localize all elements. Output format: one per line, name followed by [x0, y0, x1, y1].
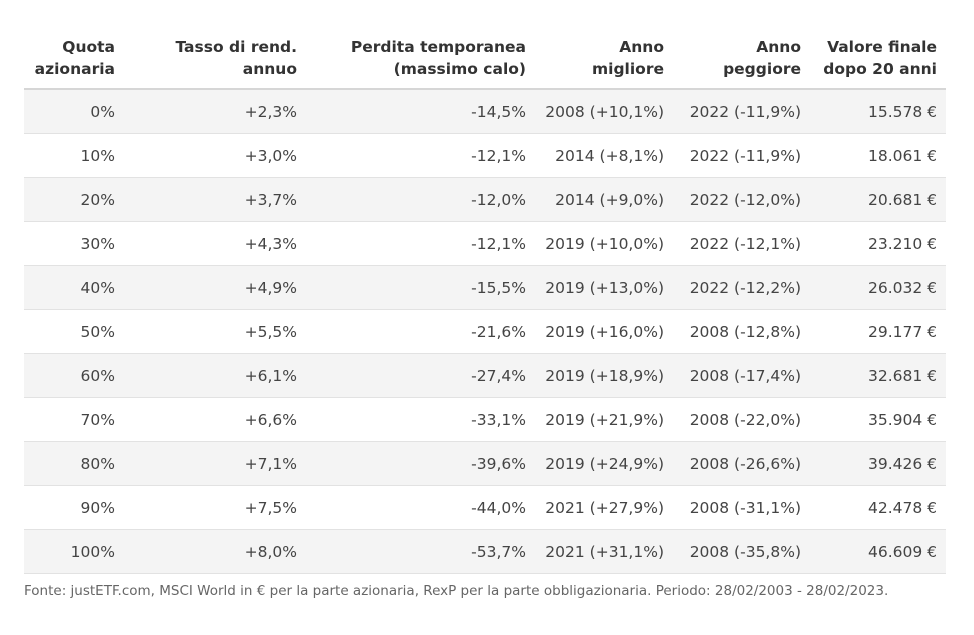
cell-equity-share: 90%	[24, 485, 124, 530]
cell-worst-year: 2022 (-11,9%)	[673, 89, 810, 134]
table-row: 90% +7,5% -44,0% 2021 (+27,9%) 2008 (-31,1%)…	[24, 485, 946, 530]
table-row: 0% +2,3% -14,5% 2008 (+10,1%) 2022 (-11,9%) 1…	[24, 89, 946, 134]
cell-annual-return: +6,1%	[124, 353, 306, 398]
cell-annual-return: +3,0%	[124, 133, 306, 178]
cell-equity-share: 40%	[24, 265, 124, 310]
cell-worst-year: 2022 (-12,2%)	[673, 265, 810, 310]
table-row: 80% +7,1% -39,6% 2019 (+24,9%) 2008 (-26,6%)…	[24, 441, 946, 486]
cell-annual-return: +2,3%	[124, 89, 306, 134]
cell-worst-year: 2008 (-35,8%)	[673, 529, 810, 574]
cell-max-drawdown: -44,0%	[306, 485, 535, 530]
cell-best-year: 2019 (+16,0%)	[535, 309, 673, 354]
cell-max-drawdown: -12,0%	[306, 177, 535, 222]
header-equity-share: Quota azionaria	[24, 28, 124, 90]
cell-final-value: 35.904 €	[810, 397, 946, 442]
cell-best-year: 2019 (+24,9%)	[535, 441, 673, 486]
cell-final-value: 18.061 €	[810, 133, 946, 178]
header-final-value: Valore finale dopo 20 anni	[810, 28, 946, 90]
cell-max-drawdown: -21,6%	[306, 309, 535, 354]
cell-worst-year: 2008 (-31,1%)	[673, 485, 810, 530]
table-row: 70% +6,6% -33,1% 2019 (+21,9%) 2008 (-22,0%)…	[24, 397, 946, 442]
table-header: Quota azionaria Tasso di rend. annuo Perdita…	[24, 28, 946, 90]
cell-worst-year: 2008 (-22,0%)	[673, 397, 810, 442]
table-row: 50% +5,5% -21,6% 2019 (+16,0%) 2008 (-12,8%)…	[24, 309, 946, 354]
cell-best-year: 2019 (+21,9%)	[535, 397, 673, 442]
cell-equity-share: 10%	[24, 133, 124, 178]
allocation-table-container: Quota azionaria Tasso di rend. annuo Perdita…	[24, 28, 946, 574]
header-row: Quota azionaria Tasso di rend. annuo Perdita…	[24, 28, 946, 90]
cell-annual-return: +5,5%	[124, 309, 306, 354]
cell-final-value: 23.210 €	[810, 221, 946, 266]
cell-final-value: 20.681 €	[810, 177, 946, 222]
cell-best-year: 2019 (+18,9%)	[535, 353, 673, 398]
table-row: 30% +4,3% -12,1% 2019 (+10,0%) 2022 (-12,1%)…	[24, 221, 946, 266]
cell-equity-share: 0%	[24, 89, 124, 134]
cell-max-drawdown: -15,5%	[306, 265, 535, 310]
cell-annual-return: +6,6%	[124, 397, 306, 442]
cell-annual-return: +4,9%	[124, 265, 306, 310]
cell-worst-year: 2022 (-12,1%)	[673, 221, 810, 266]
cell-best-year: 2019 (+10,0%)	[535, 221, 673, 266]
table-row: 20% +3,7% -12,0% 2014 (+9,0%) 2022 (-12,0%) 2…	[24, 177, 946, 222]
cell-max-drawdown: -39,6%	[306, 441, 535, 486]
cell-best-year: 2021 (+27,9%)	[535, 485, 673, 530]
cell-final-value: 15.578 €	[810, 89, 946, 134]
cell-equity-share: 60%	[24, 353, 124, 398]
cell-annual-return: +7,1%	[124, 441, 306, 486]
header-worst-year: Anno peggiore	[673, 28, 810, 90]
table-row: 100% +8,0% -53,7% 2021 (+31,1%) 2008 (-35,8%…	[24, 529, 946, 574]
source-footnote: Fonte: justETF.com, MSCI World in € per …	[24, 583, 889, 599]
cell-worst-year: 2022 (-11,9%)	[673, 133, 810, 178]
table-row: 10% +3,0% -12,1% 2014 (+8,1%) 2022 (-11,9%) 1…	[24, 133, 946, 178]
allocation-table: Quota azionaria Tasso di rend. annuo Perdita…	[24, 28, 946, 574]
cell-annual-return: +8,0%	[124, 529, 306, 574]
header-max-drawdown: Perdita temporanea (massimo calo)	[306, 28, 535, 90]
cell-max-drawdown: -12,1%	[306, 133, 535, 178]
cell-final-value: 46.609 €	[810, 529, 946, 574]
cell-best-year: 2014 (+8,1%)	[535, 133, 673, 178]
cell-max-drawdown: -53,7%	[306, 529, 535, 574]
cell-max-drawdown: -12,1%	[306, 221, 535, 266]
cell-best-year: 2021 (+31,1%)	[535, 529, 673, 574]
cell-worst-year: 2022 (-12,0%)	[673, 177, 810, 222]
cell-worst-year: 2008 (-17,4%)	[673, 353, 810, 398]
cell-equity-share: 20%	[24, 177, 124, 222]
table-body: 0% +2,3% -14,5% 2008 (+10,1%) 2022 (-11,9%) 1…	[24, 89, 946, 574]
cell-equity-share: 30%	[24, 221, 124, 266]
cell-final-value: 32.681 €	[810, 353, 946, 398]
cell-final-value: 39.426 €	[810, 441, 946, 486]
cell-annual-return: +4,3%	[124, 221, 306, 266]
cell-worst-year: 2008 (-12,8%)	[673, 309, 810, 354]
cell-final-value: 29.177 €	[810, 309, 946, 354]
table-row: 40% +4,9% -15,5% 2019 (+13,0%) 2022 (-12,2%)…	[24, 265, 946, 310]
cell-best-year: 2008 (+10,1%)	[535, 89, 673, 134]
cell-equity-share: 100%	[24, 529, 124, 574]
cell-equity-share: 70%	[24, 397, 124, 442]
header-best-year: Anno migliore	[535, 28, 673, 90]
cell-best-year: 2014 (+9,0%)	[535, 177, 673, 222]
cell-final-value: 42.478 €	[810, 485, 946, 530]
cell-final-value: 26.032 €	[810, 265, 946, 310]
cell-best-year: 2019 (+13,0%)	[535, 265, 673, 310]
cell-worst-year: 2008 (-26,6%)	[673, 441, 810, 486]
header-annual-return: Tasso di rend. annuo	[124, 28, 306, 90]
table-row: 60% +6,1% -27,4% 2019 (+18,9%) 2008 (-17,4%)…	[24, 353, 946, 398]
cell-max-drawdown: -33,1%	[306, 397, 535, 442]
cell-max-drawdown: -27,4%	[306, 353, 535, 398]
cell-equity-share: 80%	[24, 441, 124, 486]
cell-annual-return: +7,5%	[124, 485, 306, 530]
cell-max-drawdown: -14,5%	[306, 89, 535, 134]
cell-equity-share: 50%	[24, 309, 124, 354]
cell-annual-return: +3,7%	[124, 177, 306, 222]
